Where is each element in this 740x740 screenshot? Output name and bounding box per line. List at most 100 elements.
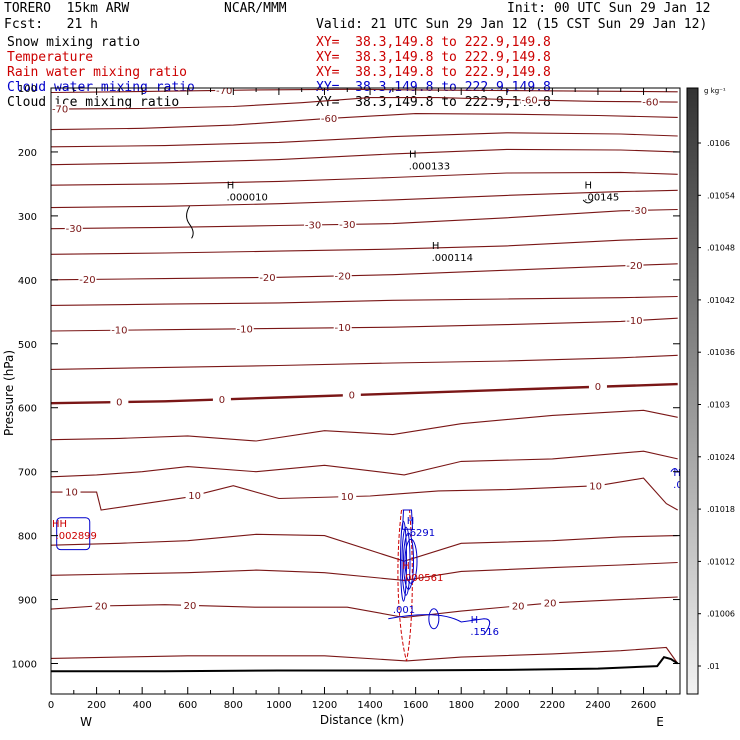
maximum-marker: H: [407, 516, 415, 527]
x-axis-label: Distance (km): [320, 713, 404, 727]
isotherm-label: -30: [305, 220, 321, 231]
cloud-water-contour: [403, 532, 415, 590]
maximum-marker: H: [585, 180, 593, 191]
isotherm-label-bg: [110, 397, 129, 408]
maximum-value: .002899: [56, 531, 97, 542]
isotherm-line: [51, 317, 678, 332]
maximum-marker: H: [471, 615, 479, 626]
isotherm-line: [51, 295, 678, 306]
isotherm-label-bg: [338, 491, 357, 502]
x-tick-label: 400: [133, 700, 152, 711]
maximum-value: .6291: [407, 528, 436, 539]
cloud-water-contour: [401, 526, 411, 596]
colorbar: .0106 .01054 .01048 .01042 .01036 .0103 .01024…: [686, 87, 735, 695]
colorbar-label: .01054: [707, 191, 735, 200]
isotherm-label-bg: [212, 394, 231, 405]
isotherm-label: -30: [339, 220, 355, 231]
isotherm-label-bg: [586, 480, 605, 491]
ground-line: [51, 655, 679, 673]
isotherm-line: [51, 237, 678, 255]
isotherm-label-bg: [342, 390, 361, 401]
cloud-water-contour: [401, 509, 414, 530]
isotherm-label-bg: [625, 260, 644, 271]
colorbar-unit: g kg⁻¹: [704, 87, 726, 95]
isotherm-label-bg: [258, 272, 277, 283]
isotherm-label: -20: [626, 261, 642, 272]
isotherm-label-bg: [625, 315, 644, 326]
isotherm-label: 0: [595, 382, 601, 393]
isotherm-line: [51, 354, 678, 370]
colorbar-label: .01042: [707, 296, 735, 305]
west-label: W: [80, 715, 92, 729]
maximum-marker: HH: [52, 519, 67, 530]
maximum-value: .000133: [409, 162, 450, 173]
isotherm-label: -60: [521, 95, 537, 106]
axes: 0 200 400 600 800 1000 1200 1400 1600 1800 2000 220…: [12, 84, 681, 711]
isotherm-line: [51, 409, 678, 442]
forecast-hour: Fcst: 21 h: [4, 17, 98, 32]
x-tick-label: 1400: [357, 700, 382, 711]
isotherm-line: [51, 382, 678, 405]
cloud-water-contour: [388, 614, 491, 636]
isotherm-label-bg: [509, 600, 528, 611]
colorbar-label: .01012: [707, 557, 735, 566]
y-tick-label: 500: [18, 340, 37, 351]
x-tick-label: 2400: [585, 700, 610, 711]
east-label: E: [656, 715, 664, 729]
isotherm-label: -70: [52, 105, 68, 116]
isotherm-label-bg: [629, 205, 648, 216]
maximum-value: .00145: [584, 192, 619, 203]
colorbar-label: .01048: [707, 244, 735, 253]
isotherm-label: 0: [116, 398, 122, 409]
plot-area: -70 -70 -60 -60 -60 -30 -30 -30 -30 -20 -20 -20 -20 -…: [51, 86, 681, 673]
field-xy-range: XY= 38.3,149.8 to 222.9,149.8: [316, 65, 551, 80]
field-name: Temperature: [7, 50, 94, 65]
maximum-marker: H: [673, 468, 681, 479]
snow-contour: [582, 199, 594, 204]
cloud-water-contour: [404, 538, 418, 584]
y-tick-label: 300: [18, 212, 37, 223]
field-xy-range: XY= 38.3,149.8 to 222.9,149.8: [316, 50, 551, 65]
maximum-value: .1516: [470, 627, 499, 638]
isotherm-line: [51, 596, 678, 619]
isotherm-label: -70: [216, 86, 232, 97]
y-tick-label: 200: [18, 148, 37, 159]
x-tick-label: 1200: [312, 700, 337, 711]
x-tick-label: 600: [178, 700, 197, 711]
colorbar-bar: [686, 87, 699, 695]
isotherm-label-bg: [304, 219, 323, 230]
model-title: TORERO 15km ARW: [4, 1, 130, 16]
isotherm-label-bg: [51, 104, 70, 115]
y-tick-label: 600: [18, 404, 37, 415]
cloud-water-contour: [400, 520, 408, 602]
isotherm-label: 10: [341, 492, 354, 503]
isotherm-label: -20: [79, 275, 95, 286]
isotherm-label-bg: [333, 270, 352, 281]
isotherm-line: [51, 113, 678, 131]
isotherm-label-bg: [520, 94, 539, 105]
x-tick-label: 200: [87, 700, 106, 711]
isotherm-line: [51, 561, 678, 581]
y-tick-label: 900: [18, 596, 37, 607]
cloud-water-contour: [670, 467, 679, 472]
isotherm-label-bg: [320, 113, 339, 124]
maximum-value: .000114: [432, 253, 473, 264]
cloud-water-contour: [56, 517, 91, 551]
isotherm-line: [51, 208, 678, 230]
maximum-marker: H: [432, 241, 440, 252]
x-tick-label: 2000: [494, 700, 519, 711]
isotherm-line: [51, 646, 679, 664]
isotherm-line: [51, 189, 678, 209]
isotherm-label: -10: [111, 326, 127, 337]
isotherm-label: 10: [65, 488, 78, 499]
y-tick-label: 400: [18, 276, 37, 287]
isotherm-label-bg: [110, 325, 129, 336]
isotherm-label-bg: [64, 223, 83, 234]
x-tick-label: 1000: [266, 700, 291, 711]
field-name: Rain water mixing ratio: [7, 65, 188, 80]
isotherm-label: -10: [626, 316, 642, 327]
isotherm-label: -30: [66, 224, 82, 235]
isotherm-label-bg: [78, 274, 97, 285]
maximum-marker: H: [227, 180, 235, 191]
colorbar-label: .01: [707, 662, 720, 671]
